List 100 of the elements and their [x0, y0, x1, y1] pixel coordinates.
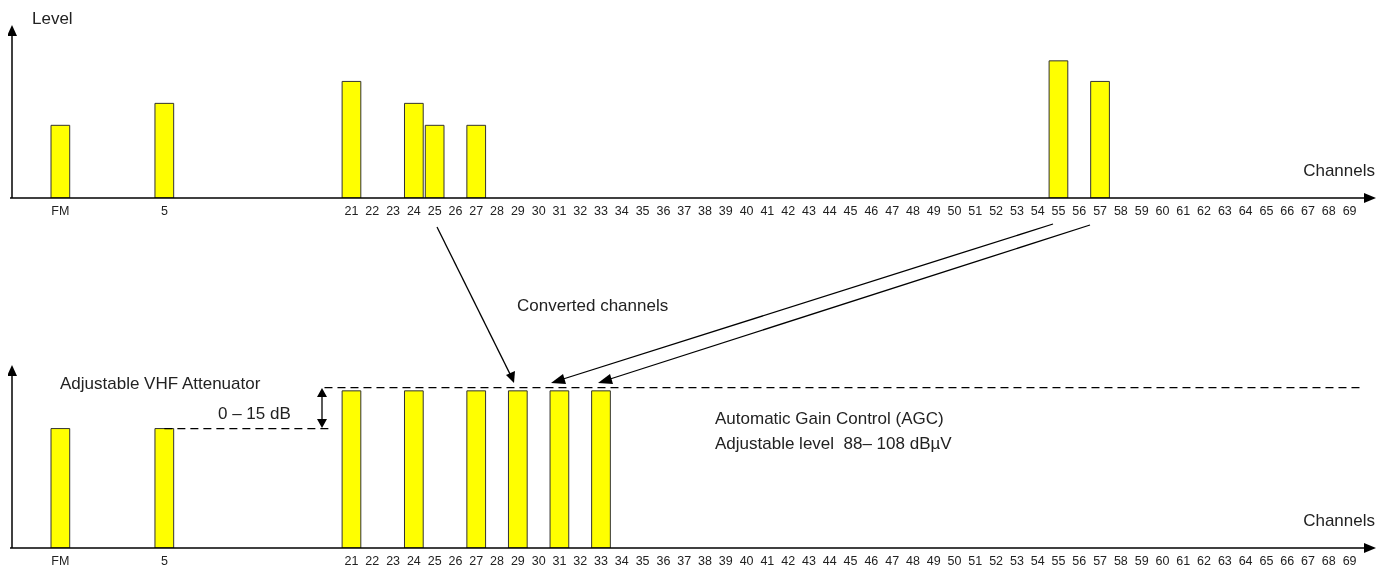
x-tick-label: 55 — [1051, 553, 1066, 568]
x-tick-label: 46 — [864, 553, 879, 568]
x-tick-label: 50 — [947, 203, 962, 218]
x-tick-label: 24 — [406, 203, 421, 218]
x-tick-label: 29 — [510, 203, 525, 218]
x-tick-label: 66 — [1280, 203, 1295, 218]
x-tick-label: 37 — [677, 203, 692, 218]
x-tick-label: 55 — [1051, 203, 1066, 218]
x-tick-label: 25 — [427, 203, 442, 218]
x-tick-label: 67 — [1301, 553, 1316, 568]
bar — [50, 124, 71, 198]
annotation: Adjustable level 88– 108 dBµV — [715, 434, 952, 454]
x-tick-label: 56 — [1072, 203, 1087, 218]
x-tick-label: 43 — [802, 203, 816, 218]
x-tick-label: 45 — [843, 203, 858, 218]
x-tick-label: 33 — [594, 553, 609, 568]
x-tick-label: 32 — [573, 553, 588, 568]
x-tick-label: 44 — [822, 553, 837, 568]
x-tick-label: 60 — [1155, 203, 1170, 218]
x-tick-label: 51 — [968, 553, 983, 568]
x-tick-label: 28 — [490, 553, 505, 568]
x-tick-label: 41 — [760, 203, 775, 218]
x-tick-label: 56 — [1072, 553, 1087, 568]
x-tick-label: 65 — [1259, 203, 1274, 218]
x-tick-label: 59 — [1134, 553, 1149, 568]
x-tick-label: 69 — [1342, 203, 1357, 218]
x-tick-label: 53 — [1009, 553, 1024, 568]
x-tick-label: 61 — [1176, 203, 1191, 218]
x-tick-label: 58 — [1113, 203, 1128, 218]
x-tick-label: 34 — [614, 553, 629, 568]
x-tick-label: 21 — [344, 553, 359, 568]
x-tick-label: 44 — [822, 203, 837, 218]
x-tick-label: 63 — [1217, 203, 1232, 218]
x-tick-label: 52 — [989, 203, 1004, 218]
x-tick-label: 47 — [885, 553, 900, 568]
x-tick-label: 40 — [739, 553, 754, 568]
x-tick-label: 68 — [1321, 553, 1336, 568]
x-tick-label: 39 — [718, 203, 733, 218]
x-tick-label: 36 — [656, 553, 671, 568]
x-tick-label: 38 — [698, 553, 712, 568]
x-tick-label: 51 — [968, 203, 983, 218]
x-tick-label: 38 — [698, 203, 712, 218]
x-tick-label: 62 — [1197, 553, 1212, 568]
x-tick-label: 35 — [635, 203, 650, 218]
x-tick-label: 49 — [926, 553, 941, 568]
x-tick-label: 47 — [885, 203, 900, 218]
x-tick-label: 27 — [469, 553, 484, 568]
bar — [341, 80, 362, 198]
x-tick-label: 59 — [1134, 203, 1149, 218]
bar — [1048, 60, 1069, 198]
x-tick-label: 63 — [1217, 553, 1232, 568]
bar — [466, 124, 487, 198]
x-tick-label: 69 — [1342, 553, 1357, 568]
x-tick-label: 41 — [760, 553, 775, 568]
x-tick-label: 37 — [677, 553, 692, 568]
annotation: Automatic Gain Control (AGC) — [715, 409, 944, 429]
bar — [1090, 80, 1110, 198]
x-tick-label: 53 — [1009, 203, 1024, 218]
x-tick-label: 68 — [1321, 203, 1336, 218]
x-tick-label: 49 — [926, 203, 941, 218]
x-tick-label: 48 — [905, 553, 920, 568]
y-axis-title: Level — [32, 9, 73, 28]
x-tick-label: 32 — [573, 203, 588, 218]
x-tick-label: 36 — [656, 203, 671, 218]
x-tick-label: 21 — [344, 203, 359, 218]
annotation: Adjustable VHF Attenuator — [60, 374, 261, 394]
x-tick-label: 31 — [552, 203, 567, 218]
x-tick-label: 57 — [1093, 203, 1108, 218]
x-tick-label: 23 — [386, 553, 401, 568]
text: Converted channels — [517, 296, 669, 316]
x-tick-label: 64 — [1238, 553, 1253, 568]
x-tick-label: 29 — [510, 553, 525, 568]
x-tick-label: 60 — [1155, 553, 1170, 568]
annotation: 0 – 15 dB — [218, 404, 291, 424]
x-tick-label: 24 — [406, 553, 421, 568]
x-tick-label: 57 — [1093, 553, 1108, 568]
x-tick-label: 25 — [427, 553, 442, 568]
x-axis-title: Channels — [1303, 161, 1375, 180]
x-tick-label: 54 — [1030, 553, 1045, 568]
x-tick-label: 23 — [386, 203, 401, 218]
x-tick-label: 43 — [802, 553, 816, 568]
bar — [154, 102, 175, 198]
x-tick-label: 52 — [989, 553, 1004, 568]
x-tick-label: 39 — [718, 553, 733, 568]
x-tick-label: 31 — [552, 553, 567, 568]
x-tick-label: 22 — [365, 553, 380, 568]
x-tick-label: 35 — [635, 553, 650, 568]
x-tick-label: 27 — [469, 203, 484, 218]
x-tick-label: 65 — [1259, 553, 1274, 568]
x-tick-label: 33 — [594, 203, 609, 218]
x-tick-label: 61 — [1176, 553, 1191, 568]
x-tick-label: 42 — [781, 553, 796, 568]
x-tick-label: 58 — [1113, 553, 1128, 568]
x-axis-title: Channels — [1303, 511, 1375, 530]
x-tick-label: 42 — [781, 203, 796, 218]
x-tick-label: 48 — [905, 203, 920, 218]
x-tick-label: 45 — [843, 553, 858, 568]
x-tick-label: FM — [51, 553, 70, 568]
x-tick-label: 50 — [947, 553, 962, 568]
x-tick-label: 67 — [1301, 203, 1316, 218]
